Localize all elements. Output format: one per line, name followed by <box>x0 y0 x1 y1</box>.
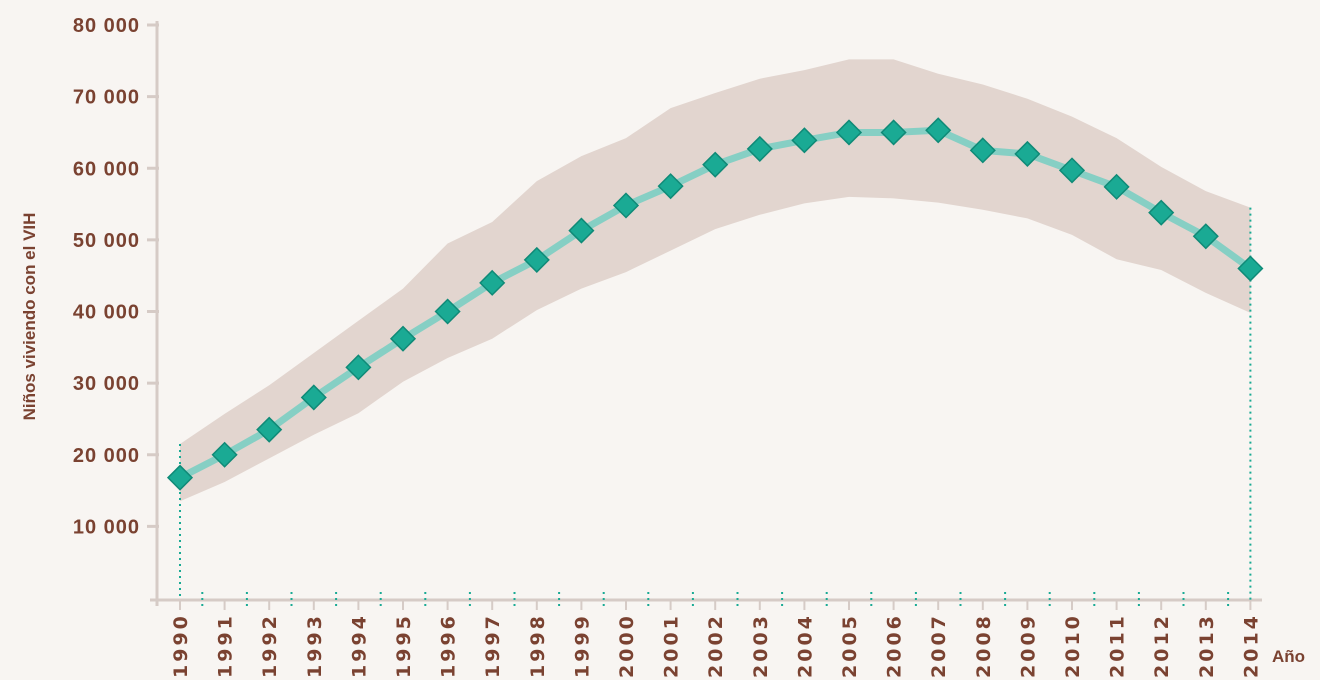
data-point-1999 <box>568 217 595 244</box>
x-tick-label: 2006 <box>884 613 906 678</box>
data-point-2014 <box>1237 255 1264 282</box>
x-tick-label: 2000 <box>616 613 638 678</box>
x-tick-label: 2001 <box>661 613 683 678</box>
data-point-2005 <box>835 119 863 146</box>
data-point-2003 <box>746 135 773 162</box>
confidence-band-layer <box>180 59 1251 502</box>
y-tick-label: 70 000 <box>73 87 140 109</box>
y-tick-label: 20 000 <box>73 445 140 467</box>
data-point-2006 <box>880 119 907 146</box>
data-point-2007 <box>925 117 952 144</box>
x-tick-label: 1996 <box>438 613 460 678</box>
x-tick-label: 2005 <box>839 613 861 678</box>
y-tick-label: 30 000 <box>73 373 140 395</box>
data-point-2009 <box>1014 140 1041 167</box>
x-tick-label: 1990 <box>170 613 192 678</box>
x-tick-label: 2003 <box>750 613 772 678</box>
x-tick-label: 2014 <box>1240 613 1262 678</box>
data-point-1998 <box>523 246 550 273</box>
y-tick-label: 10 000 <box>73 516 140 538</box>
x-tick-label: 2012 <box>1151 613 1173 678</box>
x-tick-label: 2013 <box>1196 613 1218 678</box>
x-tick-label: 1995 <box>393 613 415 678</box>
x-tick-label: 1994 <box>348 613 370 678</box>
x-tick-label: 2008 <box>973 613 995 678</box>
x-tick-label: 2007 <box>928 613 950 678</box>
x-axis-title: Año <box>1272 647 1305 666</box>
data-point-1991 <box>211 441 238 468</box>
y-tick-label: 60 000 <box>73 158 140 180</box>
data-point-1997 <box>479 269 506 296</box>
x-tick-label: 1992 <box>259 613 281 678</box>
x-tick-label: 2009 <box>1017 613 1039 678</box>
data-point-2004 <box>791 127 818 154</box>
x-tick-label: 1999 <box>571 613 593 678</box>
confidence-band <box>180 59 1251 502</box>
x-tick-label: 2011 <box>1107 613 1129 678</box>
y-axis-title: Niños viviendo con el VIH <box>20 213 39 421</box>
data-point-1994 <box>345 354 372 381</box>
y-tick-label: 40 000 <box>73 302 140 324</box>
series-markers <box>166 117 1264 491</box>
data-point-2002 <box>702 151 729 178</box>
x-tick-label: 1998 <box>527 613 549 678</box>
x-tick-label: 1991 <box>215 613 237 678</box>
data-point-1995 <box>389 325 417 352</box>
data-point-2008 <box>969 137 996 164</box>
data-point-1990 <box>166 464 194 491</box>
y-tick-label: 80 000 <box>73 15 140 37</box>
data-point-2001 <box>657 173 684 200</box>
y-tick-label: 50 000 <box>73 230 140 252</box>
x-tick-label: 1993 <box>304 613 326 678</box>
data-point-1996 <box>434 298 461 325</box>
data-point-1993 <box>300 384 327 411</box>
data-point-2012 <box>1148 199 1175 226</box>
data-point-2000 <box>612 192 640 219</box>
data-point-2010 <box>1058 157 1086 184</box>
x-tick-label: 1997 <box>482 613 504 678</box>
data-point-2013 <box>1192 223 1219 250</box>
x-tick-label: 2004 <box>794 613 816 678</box>
x-tick-label: 2002 <box>705 613 727 678</box>
x-tick-label: 2010 <box>1062 613 1084 678</box>
y-ticks: 10 000 20 000 30 000 40 000 50 000 60 000 70 0… <box>73 15 159 538</box>
x-ticks: 1990 1991 1992 1993 1994 1995 1996 1997 1998 1999… <box>170 592 1262 678</box>
data-point-2011 <box>1103 173 1130 200</box>
data-point-1992 <box>256 416 283 443</box>
